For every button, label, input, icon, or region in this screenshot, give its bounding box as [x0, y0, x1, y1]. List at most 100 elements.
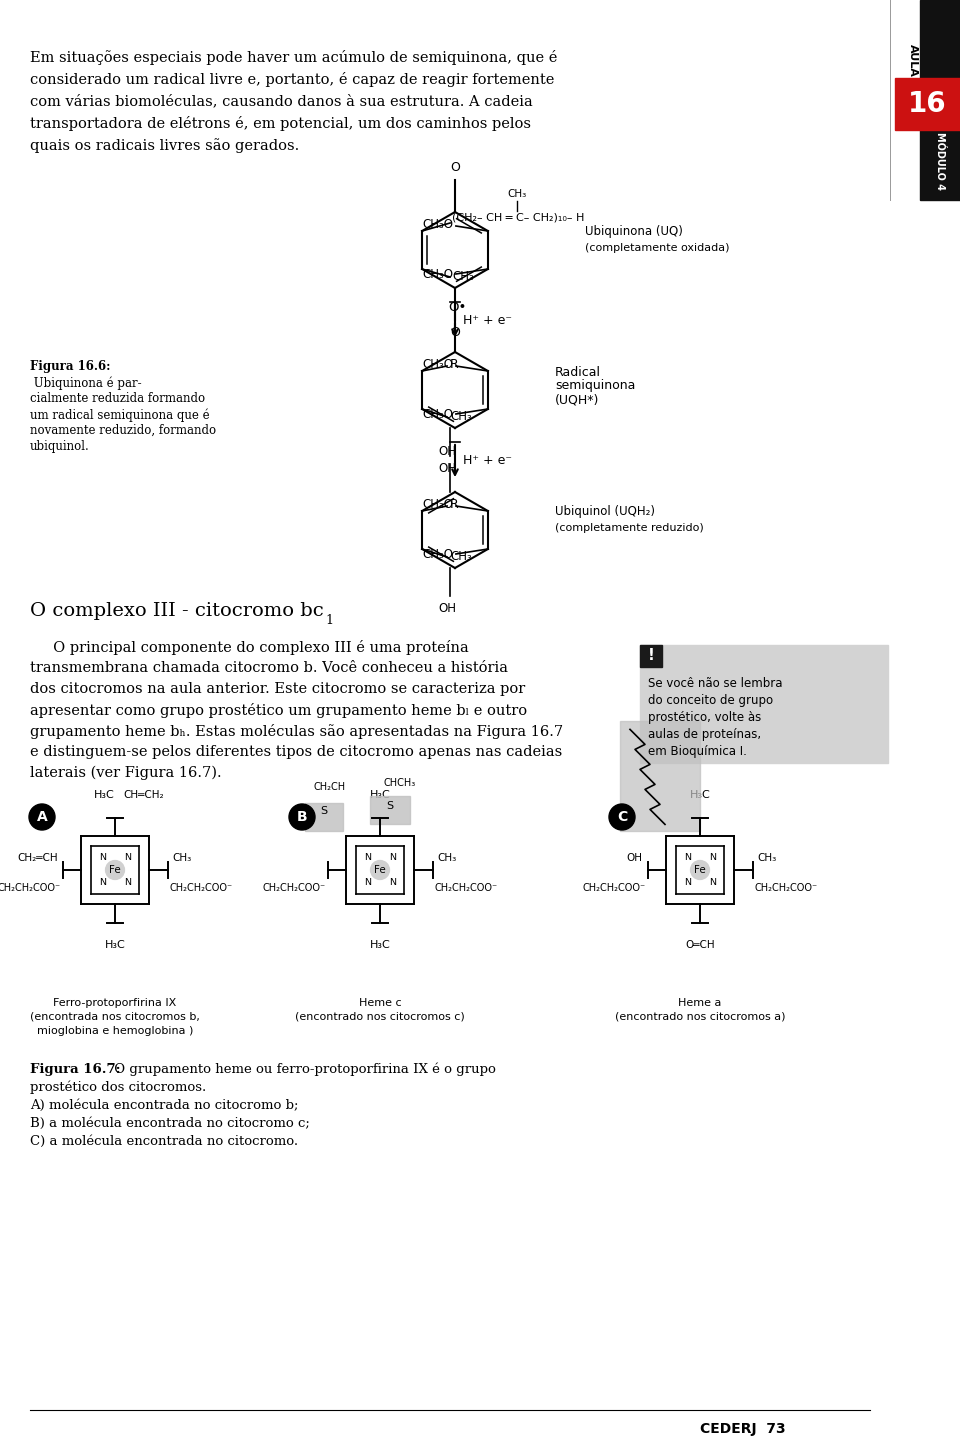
Text: CH₃O: CH₃O: [421, 409, 453, 422]
Text: CEDERJ  73: CEDERJ 73: [700, 1423, 785, 1436]
Text: quais os radicais livres são gerados.: quais os radicais livres são gerados.: [30, 138, 300, 153]
Circle shape: [106, 861, 125, 880]
Text: A) molécula encontrada no citocromo b;: A) molécula encontrada no citocromo b;: [30, 1099, 299, 1112]
Bar: [920, 0, 960, 200]
Text: 16: 16: [908, 89, 947, 118]
Circle shape: [29, 804, 55, 829]
Text: (completamente oxidada): (completamente oxidada): [585, 243, 730, 253]
Text: R: R: [450, 357, 459, 370]
Text: CH₂CH₂COO⁻: CH₂CH₂COO⁻: [435, 883, 497, 893]
Text: O•: O•: [447, 301, 467, 314]
Text: !: !: [648, 648, 655, 664]
Text: H⁺ + e⁻: H⁺ + e⁻: [463, 455, 512, 468]
Text: O grupamento heme ou ferro-protoporfirina IX é o grupo: O grupamento heme ou ferro-protoporfirin…: [110, 1063, 496, 1076]
Bar: [640, 645, 888, 763]
Text: OH: OH: [438, 445, 456, 458]
Text: 1: 1: [325, 613, 333, 626]
Circle shape: [609, 804, 635, 829]
Text: H₃C: H₃C: [105, 940, 126, 950]
Text: O: O: [450, 161, 460, 174]
Text: Ubiquinol (UQH₂): Ubiquinol (UQH₂): [555, 505, 655, 518]
Text: (CH₂– CH ═ C– CH₂)₁₀– H: (CH₂– CH ═ C– CH₂)₁₀– H: [452, 212, 585, 222]
Text: Se você não se lembra: Se você não se lembra: [648, 677, 782, 690]
Text: OH: OH: [627, 852, 642, 863]
Bar: [620, 721, 700, 831]
Text: CH₃: CH₃: [452, 271, 474, 284]
Text: CH₂CH: CH₂CH: [314, 782, 346, 792]
Text: N: N: [364, 878, 372, 887]
Text: Fe: Fe: [694, 865, 706, 876]
Text: OH: OH: [438, 462, 456, 475]
Text: AULA: AULA: [908, 43, 918, 76]
Text: B: B: [297, 809, 307, 824]
Text: Em situações especiais pode haver um acúmulo de semiquinona, que é: Em situações especiais pode haver um acú…: [30, 50, 558, 65]
Text: MÓDULO 4: MÓDULO 4: [935, 132, 945, 190]
Text: H₃C: H₃C: [94, 789, 115, 799]
Text: H₃C: H₃C: [370, 789, 391, 799]
Text: O: O: [450, 325, 460, 338]
Text: CH₃O: CH₃O: [421, 219, 453, 232]
Text: Heme a: Heme a: [679, 998, 722, 1008]
Text: B) a molécula encontrada no citocromo c;: B) a molécula encontrada no citocromo c;: [30, 1116, 310, 1129]
Circle shape: [690, 861, 709, 880]
Text: CH₂CH₂COO⁻: CH₂CH₂COO⁻: [583, 883, 645, 893]
Text: CH₂CH₂COO⁻: CH₂CH₂COO⁻: [262, 883, 325, 893]
Text: Heme c: Heme c: [359, 998, 401, 1008]
Text: novamente reduzido, formando: novamente reduzido, formando: [30, 423, 216, 436]
Text: N: N: [708, 878, 716, 887]
Text: N: N: [99, 878, 107, 887]
Text: cialmente reduzida formando: cialmente reduzida formando: [30, 392, 205, 405]
Text: O complexo III - citocromo bc: O complexo III - citocromo bc: [30, 602, 324, 621]
Text: prostético, volte às: prostético, volte às: [648, 711, 761, 724]
Text: CH₃: CH₃: [173, 852, 192, 863]
Text: (encontrado nos citocromos c): (encontrado nos citocromos c): [295, 1011, 465, 1021]
Text: CH₃O: CH₃O: [421, 359, 453, 372]
Text: Ferro-protoporfirina IX: Ferro-protoporfirina IX: [54, 998, 177, 1008]
Bar: [640, 645, 662, 667]
Text: Ubiquinona é par-: Ubiquinona é par-: [30, 376, 142, 389]
Text: Figura 16.6:: Figura 16.6:: [30, 360, 110, 373]
Text: Fe: Fe: [109, 865, 121, 876]
Text: semiquinona: semiquinona: [555, 380, 636, 393]
Text: CH═CH₂: CH═CH₂: [123, 789, 163, 799]
Bar: [370, 796, 410, 824]
Text: CH₂CH₂COO⁻: CH₂CH₂COO⁻: [0, 883, 60, 893]
Text: CH₃: CH₃: [757, 852, 777, 863]
Text: CH₂═CH: CH₂═CH: [17, 852, 58, 863]
Text: apresentar como grupo prostético um grupamento heme bₗ e outro: apresentar como grupo prostético um grup…: [30, 703, 527, 719]
Text: H⁺ + e⁻: H⁺ + e⁻: [463, 314, 512, 327]
Text: aulas de proteínas,: aulas de proteínas,: [648, 729, 761, 742]
Text: N: N: [124, 852, 131, 863]
Circle shape: [289, 804, 315, 829]
Text: CH₃: CH₃: [438, 852, 457, 863]
Text: S: S: [321, 806, 327, 816]
Text: CH₃: CH₃: [450, 550, 472, 563]
Text: A: A: [36, 809, 47, 824]
Text: H₃C: H₃C: [689, 789, 710, 799]
Text: N: N: [99, 852, 107, 863]
Text: N: N: [364, 852, 372, 863]
Text: (completamente reduzido): (completamente reduzido): [555, 523, 704, 533]
Text: N: N: [684, 878, 691, 887]
Text: R: R: [450, 497, 459, 511]
Text: e distinguem-se pelos diferentes tipos de citocromo apenas nas cadeias: e distinguem-se pelos diferentes tipos d…: [30, 744, 563, 759]
Text: S: S: [387, 802, 394, 811]
Text: prostético dos citocromos.: prostético dos citocromos.: [30, 1080, 206, 1094]
Text: ubiquinol.: ubiquinol.: [30, 441, 89, 454]
Circle shape: [371, 861, 390, 880]
Text: N: N: [708, 852, 716, 863]
Text: transportadora de elétrons é, em potencial, um dos caminhos pelos: transportadora de elétrons é, em potenci…: [30, 117, 531, 131]
Text: CH₂CH₂COO⁻: CH₂CH₂COO⁻: [755, 883, 818, 893]
Text: CH₃: CH₃: [508, 189, 527, 199]
Text: CH₂CH₂COO⁻: CH₂CH₂COO⁻: [170, 883, 232, 893]
Text: CHCH₃: CHCH₃: [384, 778, 416, 788]
Text: CH₃O: CH₃O: [421, 498, 453, 511]
Text: considerado um radical livre e, portanto, é capaz de reagir fortemente: considerado um radical livre e, portanto…: [30, 72, 554, 86]
Text: N: N: [389, 852, 396, 863]
Text: C: C: [617, 809, 627, 824]
Text: N: N: [684, 852, 691, 863]
Text: do conceito de grupo: do conceito de grupo: [648, 694, 773, 707]
Bar: [305, 804, 343, 831]
Text: Radical: Radical: [555, 366, 601, 379]
Text: em Bioquímica I.: em Bioquímica I.: [648, 744, 747, 757]
